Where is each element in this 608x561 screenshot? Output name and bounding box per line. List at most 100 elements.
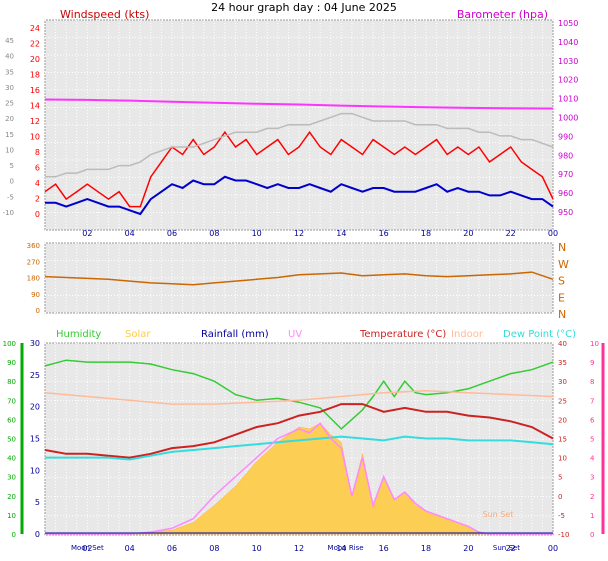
humidity-tick-label: 70 [7, 397, 16, 405]
compass-label: S [558, 275, 565, 288]
x-tick-label: 12 [294, 229, 304, 238]
barometer-label: Barometer (hpa) [457, 8, 548, 21]
x-tick-label: 12 [294, 544, 304, 553]
left-tick-label: 20 [30, 55, 40, 64]
direction-line [44, 271, 554, 286]
temp-tick-label: 30 [558, 378, 567, 386]
x-tick-label: 02 [82, 229, 92, 238]
right-tick-label: 950 [558, 208, 573, 217]
x-tick-label: 20 [463, 544, 473, 553]
direction-plot-area [44, 242, 554, 314]
left-tick-label: 0 [35, 210, 40, 219]
x-tick-label: 02 [82, 544, 92, 553]
left-tick-label: 16 [30, 86, 40, 95]
temp-tick-label: 5 [558, 474, 562, 482]
outer-tick-label: 0 [10, 178, 14, 186]
x-tick-label: 14 [336, 544, 346, 553]
right-tick-label: 1020 [558, 76, 578, 85]
x-tick-label: 10 [252, 229, 262, 238]
temperature-panel: Humidity Solar Rainfall (mm) UV Temperature … [3, 329, 605, 553]
right-tick-label: 960 [558, 189, 573, 198]
humidity-tick-label: 0 [12, 531, 16, 539]
sunset-annotation: Sun Set [483, 510, 514, 519]
wind-x-ticks: 02 04 06 08 10 12 14 16 18 20 22 00 [82, 229, 558, 238]
temperature-events: Moon Set Moon Rise Sun Set Sun Set [71, 510, 520, 552]
outer-tick-label: 10 [5, 146, 14, 154]
legend-item: Rainfall (mm) [201, 329, 269, 340]
x-tick-label: 14 [336, 229, 346, 238]
left-tick-label: 6 [35, 164, 40, 173]
direction-ticks: 360 270 180 90 0 [27, 242, 40, 315]
outer-tick-label: 30 [5, 84, 14, 92]
left-tick-label: 10 [30, 133, 40, 142]
temperature-legend: Humidity Solar Rainfall (mm) UV Temperature … [56, 329, 576, 340]
outer-tick-label: 25 [5, 100, 14, 108]
uv-tick-label: 3 [590, 474, 594, 482]
right-tick-label: 1010 [558, 95, 578, 104]
direction-tick-label: 270 [27, 258, 40, 266]
temp-tick-label: 15 [558, 436, 567, 444]
left-tick-label: 18 [30, 71, 40, 80]
outer-tick-label: 45 [5, 37, 14, 45]
wind-panel: Windspeed (kts) Barometer (hpa) 24222018… [3, 8, 579, 238]
rain-tick-label: 30 [30, 339, 40, 348]
rain-tick-label: 15 [30, 435, 40, 444]
x-tick-label: 06 [167, 229, 177, 238]
uv-tick-label: 4 [590, 455, 595, 463]
x-tick-label: 20 [463, 229, 473, 238]
rain-tick-label: 0 [35, 530, 40, 539]
wind-series [44, 98, 554, 216]
x-tick-label: 08 [209, 544, 219, 553]
uv-tick-label: 10 [590, 340, 599, 348]
event-label: Sun Set [493, 544, 520, 552]
compass-label: N [558, 241, 566, 254]
x-tick-label: 00 [548, 544, 558, 553]
rain-tick-label: 20 [30, 403, 40, 412]
humidity-tick-label: 50 [7, 436, 16, 444]
left-tick-label: 12 [30, 117, 40, 126]
direction-tick-label: 0 [36, 307, 40, 315]
left-tick-label: 2 [35, 195, 40, 204]
humidity-tick-label: 40 [7, 455, 16, 463]
legend-item: Temperature (°C) [359, 329, 446, 340]
graph-title: 24 hour graph day : 04 June 2025 [211, 1, 397, 14]
event-label: Moon Set [71, 544, 104, 552]
direction-tick-label: 180 [27, 275, 40, 283]
temp-tick-label: -5 [558, 512, 565, 520]
rain-tick-label: 25 [30, 371, 40, 380]
compass-label: N [558, 308, 566, 321]
uv-tick-label: 1 [590, 512, 594, 520]
right-tick-label: 970 [558, 170, 573, 179]
humidity-tick-label: 60 [7, 416, 16, 424]
uv-tick-label: 5 [590, 436, 594, 444]
x-tick-label: 10 [252, 544, 262, 553]
x-tick-label: 06 [167, 544, 177, 553]
right-tick-label: 1040 [558, 38, 578, 47]
x-tick-label: 08 [209, 229, 219, 238]
right-tick-label: 1000 [558, 114, 578, 123]
temp-ticks: 40 35 30 25 20 15 10 5 0 -5 -10 [558, 340, 569, 539]
left-tick-label: 22 [30, 40, 40, 49]
direction-tick-label: 90 [31, 291, 40, 299]
x-tick-label: 22 [506, 229, 516, 238]
compass-label: W [558, 258, 569, 271]
windspeed-label: Windspeed (kts) [60, 8, 149, 21]
outer-tick-label: 20 [5, 115, 14, 123]
temp-tick-label: 25 [558, 397, 567, 405]
uv-tick-label: 9 [590, 359, 594, 367]
direction-series [44, 271, 554, 286]
wind_avg-line [45, 175, 554, 216]
left-tick-label: 14 [30, 102, 40, 111]
uv-tick-label: 2 [590, 493, 594, 501]
outer-tick-label: 5 [10, 162, 14, 170]
right-tick-label: 990 [558, 132, 573, 141]
legend-item: Solar [125, 329, 151, 340]
outer-tick-label: -10 [3, 209, 14, 217]
legend-item: Dew Point (°C) [503, 329, 576, 340]
uv-line [45, 422, 553, 535]
temp-tick-label: 40 [558, 340, 567, 348]
compass-label: E [558, 291, 565, 304]
